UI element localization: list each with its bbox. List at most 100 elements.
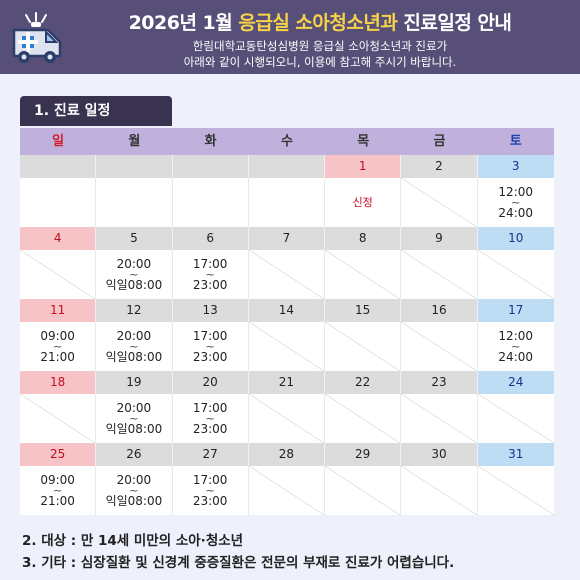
time-end: 23:00 (192, 421, 228, 436)
date-number: 31 (477, 443, 554, 466)
time-start: 20:00 (116, 472, 152, 487)
date-number: 23 (401, 371, 478, 394)
date-number (248, 155, 326, 178)
date-number: 5 (96, 227, 173, 250)
weekday-label: 월 (128, 134, 141, 149)
time-tilde: ~ (205, 339, 215, 353)
schedule-row: 신정 12:00 ~24:00 (20, 178, 554, 227)
no-service-cell (401, 178, 478, 227)
date-number: 7 (248, 227, 326, 250)
date-row: 25 26 27 28 29 30 31 (20, 443, 554, 466)
time-end: 24:00 (498, 205, 534, 220)
date-number: 24 (477, 371, 554, 394)
schedule-time: 12:00 ~24:00 (477, 322, 554, 371)
no-service-cell (248, 394, 326, 443)
weekday-label: 금 (433, 134, 446, 149)
empty-cell (172, 178, 249, 227)
date-number (20, 155, 97, 178)
empty-cell (96, 178, 173, 227)
no-service-cell (325, 394, 402, 443)
date-number: 6 (172, 227, 249, 250)
header-description: 한림대학교동탄성심병원 응급실 소아청소년과 진료가 아래와 같이 시행되오니,… (60, 38, 580, 70)
date-row: 11 12 13 14 15 16 17 (20, 299, 554, 322)
schedule-row: 20:00 ~ 익일08:00 17:00 ~23:00 (20, 250, 555, 299)
date-number: 15 (325, 299, 402, 322)
time-tilde: ~ (511, 195, 521, 209)
no-service-cell (477, 250, 555, 299)
schedule-time: 17:00 ~23:00 (172, 322, 249, 371)
time-end: 익일08:00 (105, 277, 163, 292)
date-number: 1 (325, 155, 402, 178)
time-end: 21:00 (40, 493, 75, 508)
schedule-time: 12:00 ~24:00 (477, 178, 554, 227)
time-start: 17:00 (192, 472, 228, 487)
time-tilde: ~ (205, 267, 215, 281)
date-number: 29 (325, 443, 402, 466)
no-service-cell (248, 466, 326, 515)
empty-cell (248, 178, 326, 227)
weekday-label: 목 (357, 134, 370, 149)
schedule-time: 17:00 ~23:00 (172, 394, 249, 443)
footer-notes: 2. 대상 : 만 14세 미만의 소아·청소년 3. 기타 : 심장질환 및 … (22, 530, 562, 574)
schedule-time: 09:00 ~21:00 (20, 466, 97, 515)
section-title: 1. 진료 일정 (20, 96, 172, 126)
no-service-cell (401, 466, 478, 515)
no-service-cell (248, 250, 326, 299)
title-highlight: 응급실 소아청소년과 (238, 12, 398, 34)
time-end: 21:00 (40, 349, 75, 364)
date-number: 28 (248, 443, 326, 466)
time-tilde: ~ (53, 339, 63, 353)
desc-line-2: 아래와 같이 시행되오니, 이용에 참고해 주시기 바랍니다. (183, 55, 457, 69)
weekday-label: 일 (52, 134, 65, 149)
date-number: 12 (96, 299, 173, 322)
header-banner: 2026년 1월 응급실 소아청소년과 진료일정 안내 한림대학교동탄성심병원 … (0, 0, 580, 74)
empty-cell (20, 178, 97, 227)
time-start: 20:00 (116, 256, 152, 271)
schedule-time: 20:00 ~ 익일08:00 (96, 250, 173, 299)
time-start: 12:00 (498, 328, 534, 343)
time-tilde: ~ (129, 339, 139, 353)
calendar-week: 25 26 27 28 29 30 31 09:00 ~21:00 20:00 ~ 익일08:00 17… (20, 443, 555, 515)
calendar-week: 4 5 6 7 8 9 10 20:00 ~ 익일08:00 17:00 ~23:00 (20, 227, 555, 299)
time-end: 23:00 (192, 493, 228, 508)
no-service-cell (477, 466, 555, 515)
schedule-time: 17:00 ~23:00 (172, 466, 249, 515)
calendar-week: 1 2 3 신정 12:00 ~24:00 (20, 155, 554, 227)
date-number: 11 (20, 299, 97, 322)
no-service-cell (325, 466, 402, 515)
schedule-row: 20:00 ~ 익일08:00 17:00 ~23:00 (20, 394, 555, 443)
time-start: 17:00 (192, 328, 228, 343)
time-end: 익일08:00 (105, 493, 163, 508)
date-number: 4 (20, 227, 97, 250)
no-service-cell (325, 250, 402, 299)
date-number (172, 155, 249, 178)
date-number: 26 (96, 443, 173, 466)
date-number: 9 (401, 227, 478, 250)
date-row: 18 19 20 21 22 23 24 (20, 371, 554, 394)
no-service-cell (401, 250, 478, 299)
no-service-cell (248, 322, 326, 371)
time-end: 24:00 (498, 349, 534, 364)
no-service-cell (20, 394, 97, 443)
ambulance-icon (12, 12, 62, 63)
schedule-time: 20:00 ~ 익일08:00 (96, 466, 173, 515)
desc-line-1: 한림대학교동탄성심병원 응급실 소아청소년과 진료가 (192, 39, 448, 53)
time-end: 23:00 (192, 277, 228, 292)
time-start: 17:00 (192, 400, 228, 415)
time-start: 09:00 (40, 472, 75, 487)
date-number: 21 (248, 371, 326, 394)
footer-note: 3. 기타 : 심장질환 및 신경계 중증질환은 전문의 부재로 진료가 어렵습… (22, 555, 455, 571)
time-tilde: ~ (129, 267, 139, 281)
time-tilde: ~ (129, 483, 139, 497)
time-start: 12:00 (498, 184, 534, 199)
time-tilde: ~ (53, 483, 63, 497)
holiday-label: 신정 (352, 196, 373, 209)
calendar-week: 11 12 13 14 15 16 17 09:00 ~21:00 20:00 ~ 익일08:00 17… (20, 299, 554, 371)
schedule-row: 09:00 ~21:00 20:00 ~ 익일08:00 17:00 ~23:00 (20, 466, 555, 515)
date-number: 18 (20, 371, 97, 394)
date-number: 22 (325, 371, 402, 394)
no-service-cell (20, 250, 97, 299)
calendar-week: 18 19 20 21 22 23 24 20:00 ~ 익일08:00 17:00 ~23:00 (20, 371, 555, 443)
